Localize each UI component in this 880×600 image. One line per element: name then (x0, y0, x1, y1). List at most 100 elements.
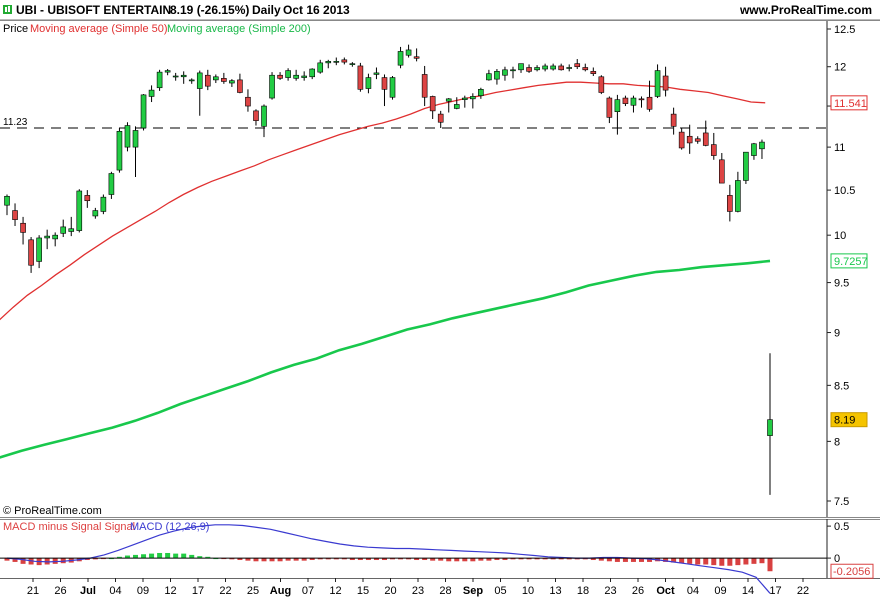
macd-hist-bar (478, 558, 484, 561)
copyright-text: © ProRealTime.com (3, 505, 102, 517)
candle-body-down (694, 138, 701, 142)
candle-body-up (518, 63, 524, 71)
macd-hist-bar (454, 558, 460, 562)
ma200-line-group (0, 259, 771, 459)
macd-hist-bar (165, 552, 171, 559)
date-axis: 21 26 Jul 04 09 12 17 22 25 Aug 07 12 15 20 23 28 Sep 05 1… (27, 578, 809, 597)
candle-body-up (148, 89, 155, 97)
macd-hist-bar (526, 558, 532, 560)
price-tick-label: 12 (834, 62, 846, 74)
macd-hist-bar (647, 558, 653, 562)
macd-legend-macd: MACD (12,26,9) (130, 521, 209, 533)
macd-hist-bar (229, 558, 235, 560)
price-tick-label: 9.5 (834, 278, 849, 290)
candle (486, 69, 492, 81)
candle-body-down (20, 222, 26, 233)
candle-body-down (437, 113, 444, 123)
badge-price-label: 8.19 (834, 415, 855, 427)
candle (502, 66, 508, 81)
date-tick-label: 05 (494, 585, 506, 597)
macd-hist-bar (406, 558, 412, 560)
macd-hist-bar (638, 558, 644, 562)
candle (646, 80, 653, 112)
macd-hist-bar (325, 558, 331, 560)
candle-body-up (269, 74, 275, 99)
date-tick-label: Oct (656, 585, 675, 597)
macd-hist-bar (759, 558, 765, 564)
macd-hist-bar (197, 556, 203, 559)
macd-tick-label: 0.5 (834, 521, 849, 533)
badge-ma200 (830, 253, 868, 269)
candle-body-up (397, 51, 404, 66)
candle-body-up (317, 62, 324, 73)
candle (357, 62, 364, 92)
price-tick-label: 8 (834, 436, 840, 448)
candle-body-down (245, 96, 251, 107)
candle (172, 72, 179, 81)
candle (108, 171, 115, 199)
candle (60, 219, 67, 238)
macd-hist-bar (502, 558, 508, 561)
candle (405, 44, 412, 58)
candle (751, 142, 757, 160)
macd-hist-bar (4, 558, 10, 561)
date-tick-label: 23 (604, 585, 616, 597)
macd-hist-bar (333, 558, 339, 560)
candle-body-down (381, 77, 388, 90)
macd-histogram (4, 552, 773, 572)
candle-body-down (84, 195, 91, 202)
macd-hist-bar (486, 558, 492, 561)
price-tick-label: 9 (834, 328, 840, 340)
candle-body-up (188, 79, 195, 82)
macd-hist-bar (414, 558, 420, 561)
date-tick-label: 18 (577, 585, 589, 597)
candle-body-up (156, 71, 163, 89)
price-tick-label: 10.5 (834, 185, 855, 197)
macd-hist-bar (173, 553, 179, 559)
candle (301, 71, 307, 81)
candle (180, 71, 187, 84)
candle (542, 63, 548, 72)
candle-body-up (614, 99, 621, 112)
macd-hist-bar (590, 558, 596, 561)
macd-hist-bar (373, 558, 379, 561)
candle-body-down (204, 74, 211, 87)
candle-body-up (542, 65, 548, 70)
date-tick-label: 20 (384, 585, 396, 597)
candle-body-down (710, 144, 717, 156)
candle (429, 95, 436, 119)
date-tick-label: 04 (687, 585, 699, 597)
candle (196, 70, 203, 116)
ticker-name: UBI - UBISOFT ENTERTAIN (16, 3, 172, 17)
legend-price: Price (3, 23, 28, 35)
candle (52, 232, 58, 247)
date-tick-label: 25 (247, 585, 259, 597)
candle (654, 64, 661, 99)
candle-body-up (630, 97, 637, 106)
candle (518, 63, 524, 73)
candle (44, 229, 50, 250)
candle-body-up (461, 97, 468, 100)
date-tick-label: 17 (769, 585, 781, 597)
macd-hist-bar (711, 558, 717, 566)
macd-hist-bar (446, 558, 452, 562)
macd-hist-bar (727, 558, 733, 566)
candle (566, 64, 573, 72)
macd-hist-bar (285, 558, 291, 561)
candle-body-up (92, 210, 99, 217)
site-url[interactable]: www.ProRealTime.com (739, 3, 872, 17)
candle-body-down (662, 75, 669, 91)
candle (437, 110, 444, 128)
date-tick-label: 14 (742, 585, 754, 597)
date-tick-label: 17 (192, 585, 204, 597)
candle (349, 62, 356, 67)
macd-hist-bar (349, 558, 355, 561)
date-tick-label: 21 (27, 585, 39, 597)
candle-body-up (68, 228, 75, 232)
badge-macd-hist-label: -0.2056 (833, 566, 870, 578)
candle-body-up (196, 72, 203, 89)
candle (28, 237, 34, 273)
candle-body-down (526, 67, 532, 72)
candle (735, 171, 741, 213)
candle (534, 65, 540, 72)
